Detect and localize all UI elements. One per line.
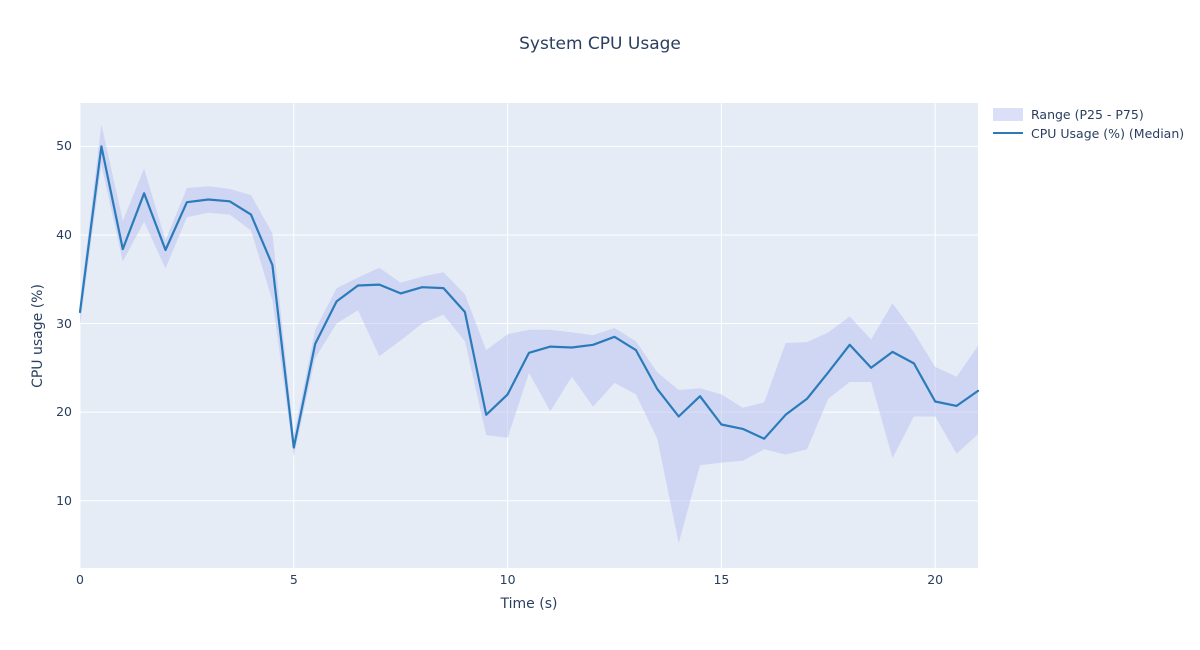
legend-item-label: Range (P25 - P75)	[1031, 106, 1144, 122]
y-tick-label: 40	[56, 227, 72, 242]
line-swatch-icon	[993, 132, 1023, 134]
y-tick-label: 30	[56, 315, 72, 331]
x-tick-label: 0	[76, 572, 84, 587]
range-band-area	[80, 124, 978, 544]
legend-item-range[interactable]: Range (P25 - P75)	[993, 105, 1184, 123]
y-tick-label: 20	[56, 404, 72, 420]
x-tick-label: 10	[499, 572, 516, 587]
x-tick-label: 20	[927, 572, 944, 587]
y-tick-label: 50	[56, 138, 72, 154]
chart-title: System CPU Usage	[519, 34, 681, 54]
median-line	[78, 145, 980, 449]
legend-item-label: CPU Usage (%) (Median)	[1031, 125, 1185, 141]
x-tick-label: 5	[289, 572, 298, 587]
y-tick-label: 10	[56, 492, 72, 508]
legend: Range (P25 - P75) CPU Usage (%) (Median)	[993, 105, 1184, 142]
y-axis-title: CPU usage (%)	[30, 284, 46, 388]
x-tick-label: 15	[713, 572, 730, 587]
legend-item-median[interactable]: CPU Usage (%) (Median)	[993, 124, 1184, 142]
band-swatch-icon	[993, 107, 1023, 121]
x-axis-title: Time (s)	[500, 596, 558, 612]
